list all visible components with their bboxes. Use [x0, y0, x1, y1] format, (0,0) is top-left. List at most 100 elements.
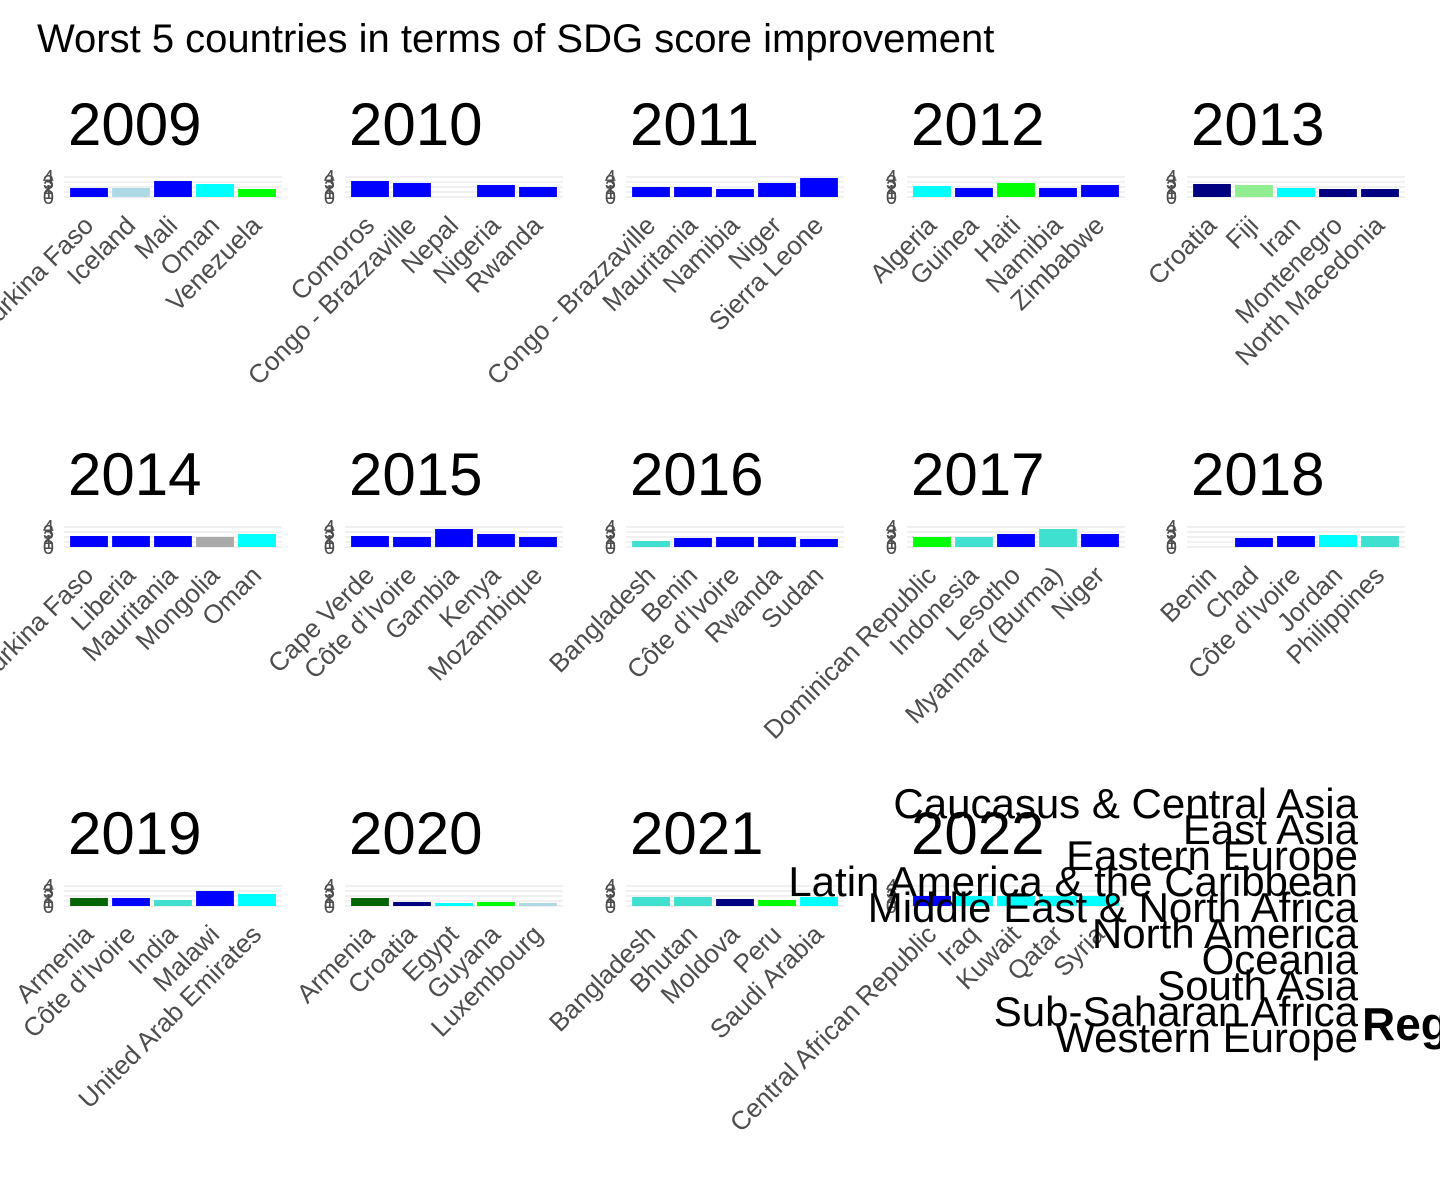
bar [1081, 534, 1119, 547]
bar [196, 891, 234, 906]
panel-title: 2018 [1191, 441, 1324, 508]
bar [1361, 536, 1399, 547]
y-tick-label: 0 [43, 896, 54, 918]
bar [1235, 185, 1273, 197]
y-tick-label: 3 [43, 881, 54, 903]
panel-title: 2012 [911, 91, 1044, 158]
y-tick-label: 3 [886, 522, 897, 544]
y-tick-label: 1 [605, 891, 616, 913]
y-tick-label: 0 [324, 896, 335, 918]
y-tick-label: 1 [324, 532, 335, 554]
y-tick-label: 4 [886, 517, 897, 539]
legend-entry: South Asia [1157, 962, 1358, 1009]
chart-title: Worst 5 countries in terms of SDG score … [37, 17, 994, 61]
y-tick-label: 2 [605, 177, 616, 199]
y-tick-label: 3 [324, 522, 335, 544]
bar [477, 185, 515, 197]
y-tick-label: 1 [886, 182, 897, 204]
panel-title: 2019 [68, 800, 201, 867]
bar [351, 181, 389, 197]
y-tick-label: 0 [605, 896, 616, 918]
y-tick-label: 1 [605, 532, 616, 554]
y-tick-label: 3 [43, 172, 54, 194]
bar [632, 897, 670, 906]
y-tick-label: 1 [43, 532, 54, 554]
bar [1319, 189, 1357, 197]
panel-title: 2016 [630, 441, 763, 508]
y-tick-label: 4 [43, 167, 54, 189]
bar [1039, 188, 1077, 197]
panel-title: 2009 [68, 91, 201, 158]
y-tick-label: 2 [886, 177, 897, 199]
panel-title: 2011 [630, 91, 759, 158]
panel-title: 2013 [1191, 91, 1324, 158]
bar [477, 534, 515, 547]
bar [955, 896, 993, 906]
y-tick-label: 0 [324, 187, 335, 209]
bar [196, 184, 234, 197]
legend-entry: Sub-Saharan Africa [994, 988, 1359, 1035]
bar [351, 536, 389, 547]
x-tick-label: Croatia [1142, 210, 1223, 291]
y-tick-label: 1 [324, 891, 335, 913]
y-tick-label: 4 [886, 167, 897, 189]
y-tick-label: 3 [605, 522, 616, 544]
bar [519, 903, 557, 906]
y-tick-label: 2 [324, 177, 335, 199]
bar [351, 898, 389, 906]
legend-entry: Western Europe [1055, 1014, 1358, 1061]
y-tick-label: 2 [605, 886, 616, 908]
bar [1277, 536, 1315, 547]
bar [997, 896, 1035, 906]
bar [674, 538, 712, 547]
y-tick-label: 3 [1166, 522, 1177, 544]
legend-title: Reg [1362, 998, 1440, 1050]
y-tick-label: 1 [886, 532, 897, 554]
y-tick-label: 0 [43, 187, 54, 209]
y-tick-label: 4 [605, 876, 616, 898]
y-tick-label: 2 [43, 177, 54, 199]
y-tick-label: 0 [886, 187, 897, 209]
y-tick-label: 2 [43, 527, 54, 549]
y-tick-label: 4 [324, 517, 335, 539]
y-tick-label: 4 [324, 167, 335, 189]
y-tick-label: 1 [1166, 182, 1177, 204]
legend-entry: Middle East & North Africa [868, 884, 1359, 931]
y-tick-label: 3 [43, 522, 54, 544]
bar [800, 178, 838, 197]
legend-entry: Caucasus & Central Asia [893, 780, 1358, 827]
y-tick-label: 2 [605, 527, 616, 549]
bar [1319, 535, 1357, 547]
bar [1039, 896, 1077, 906]
bar [955, 537, 993, 547]
bar [716, 899, 754, 906]
y-tick-label: 4 [1166, 517, 1177, 539]
y-tick-label: 3 [886, 172, 897, 194]
y-tick-label: 2 [324, 886, 335, 908]
bar [913, 186, 951, 197]
x-tick-label: Fiji [1220, 210, 1265, 255]
panel-title: 2021 [630, 800, 763, 867]
y-tick-label: 0 [1166, 187, 1177, 209]
y-tick-label: 1 [43, 891, 54, 913]
bar [238, 189, 276, 197]
legend-entry: North America [1092, 910, 1359, 957]
y-tick-label: 4 [1166, 167, 1177, 189]
bar [758, 537, 796, 547]
legend-entry: Oceania [1202, 936, 1359, 983]
bar [477, 902, 515, 906]
y-tick-label: 4 [324, 876, 335, 898]
y-tick-label: 0 [1166, 537, 1177, 559]
bar [519, 537, 557, 547]
y-tick-label: 3 [324, 881, 335, 903]
bar [154, 536, 192, 547]
bar [70, 188, 108, 197]
panel-title: 2017 [911, 441, 1044, 508]
legend-entry: Latin America & the Caribbean [788, 858, 1358, 905]
y-tick-label: 0 [605, 187, 616, 209]
bar [800, 539, 838, 547]
bar [758, 183, 796, 197]
y-tick-label: 0 [886, 537, 897, 559]
